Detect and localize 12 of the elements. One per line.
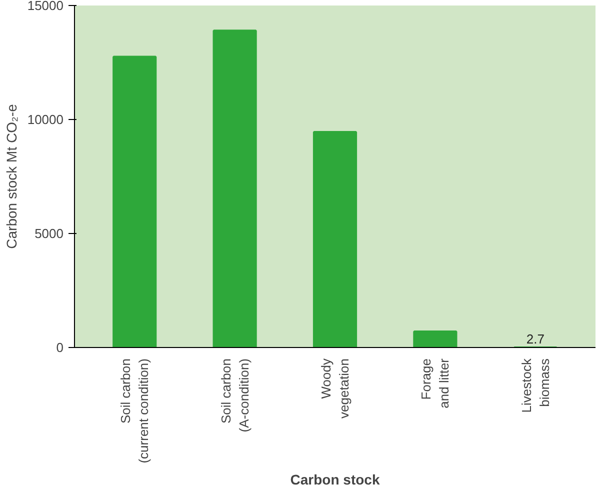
y-tick-label: 0: [56, 340, 64, 355]
x-tick-label: Soil carbon (A-condition): [218, 358, 252, 432]
data-label: 2.7: [526, 331, 544, 346]
y-tick-label: 15000: [27, 0, 64, 13]
y-axis-title: Carbon stock Mt CO₂-e: [3, 104, 20, 249]
y-tick-label: 10000: [27, 112, 64, 127]
x-axis-title: Carbon stock: [290, 471, 380, 488]
x-tick-label: Forage and litter: [418, 358, 452, 408]
x-tick-label: Woody vegetation: [318, 358, 352, 418]
x-tick-label: Livestock biomass: [518, 358, 552, 413]
x-tick-label: Soil carbon (current condition): [118, 358, 152, 464]
y-tick-label: 5000: [34, 226, 64, 241]
